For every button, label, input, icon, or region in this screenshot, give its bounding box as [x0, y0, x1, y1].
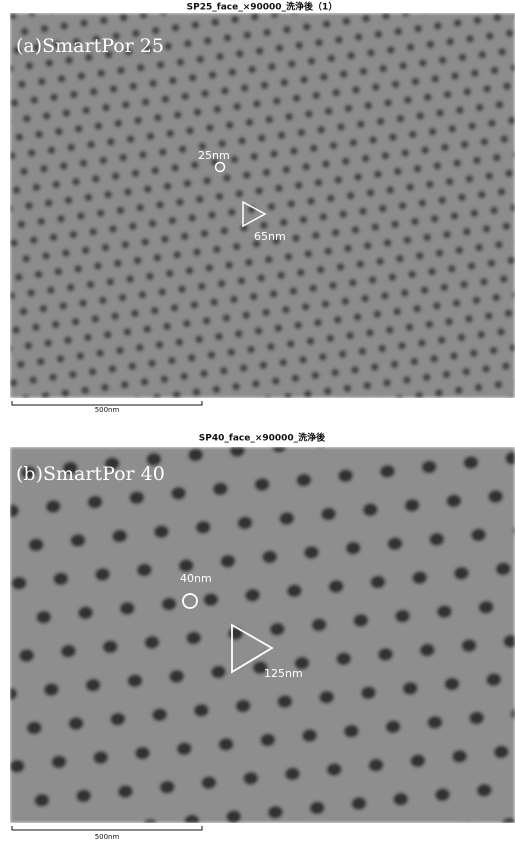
sem-image — [10, 13, 515, 398]
scale-bar — [12, 401, 202, 405]
scale-bar-label: 500nm — [95, 406, 120, 414]
sem-image — [10, 447, 515, 823]
panel-title: SP40_face_×90000_洗浄後 — [199, 432, 326, 444]
panel-title: SP25_face_×90000_洗浄後（1） — [187, 1, 338, 13]
panel-label: (a)SmartPor 25 — [16, 35, 164, 57]
scale-bar — [12, 826, 202, 830]
panel-label: (b)SmartPor 40 — [16, 463, 165, 485]
spacing-label: 65nm — [254, 230, 286, 243]
spacing-label: 125nm — [264, 667, 303, 680]
figure: SP25_face_×90000_洗浄後（1） (a)SmartPor 25 2… — [0, 0, 515, 843]
pore-size-label: 40nm — [180, 572, 212, 585]
pore-size-label: 25nm — [198, 149, 230, 162]
scale-bar-label: 500nm — [95, 833, 120, 841]
